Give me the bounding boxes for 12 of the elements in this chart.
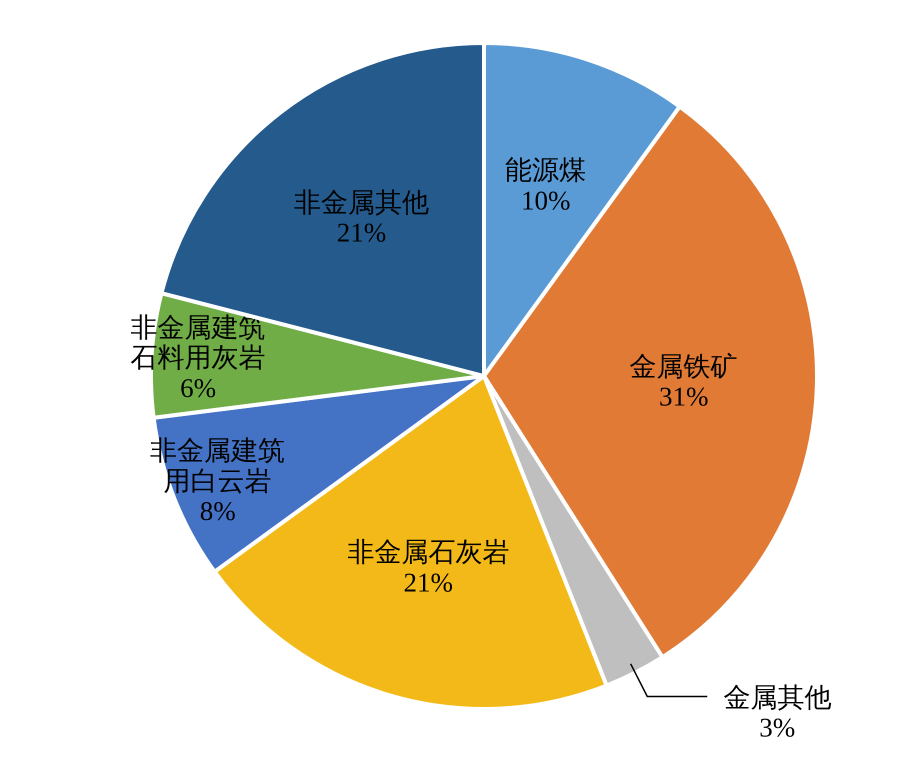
slice-label: 非金属其他	[294, 187, 430, 218]
data-label: 8%	[200, 496, 236, 526]
data-label: 21%	[336, 218, 386, 248]
slice-label: 能源煤	[505, 155, 586, 186]
data-label: 10%	[520, 185, 570, 216]
data-label: 3%	[759, 712, 796, 743]
data-label: 21%	[404, 567, 454, 598]
slice-label: 金属其他	[723, 682, 832, 712]
data-label: 6%	[180, 372, 216, 403]
data-label: 31%	[658, 382, 708, 412]
slice-label: 非金属石灰岩	[347, 537, 510, 568]
slice-label: 金属铁矿	[630, 351, 738, 382]
